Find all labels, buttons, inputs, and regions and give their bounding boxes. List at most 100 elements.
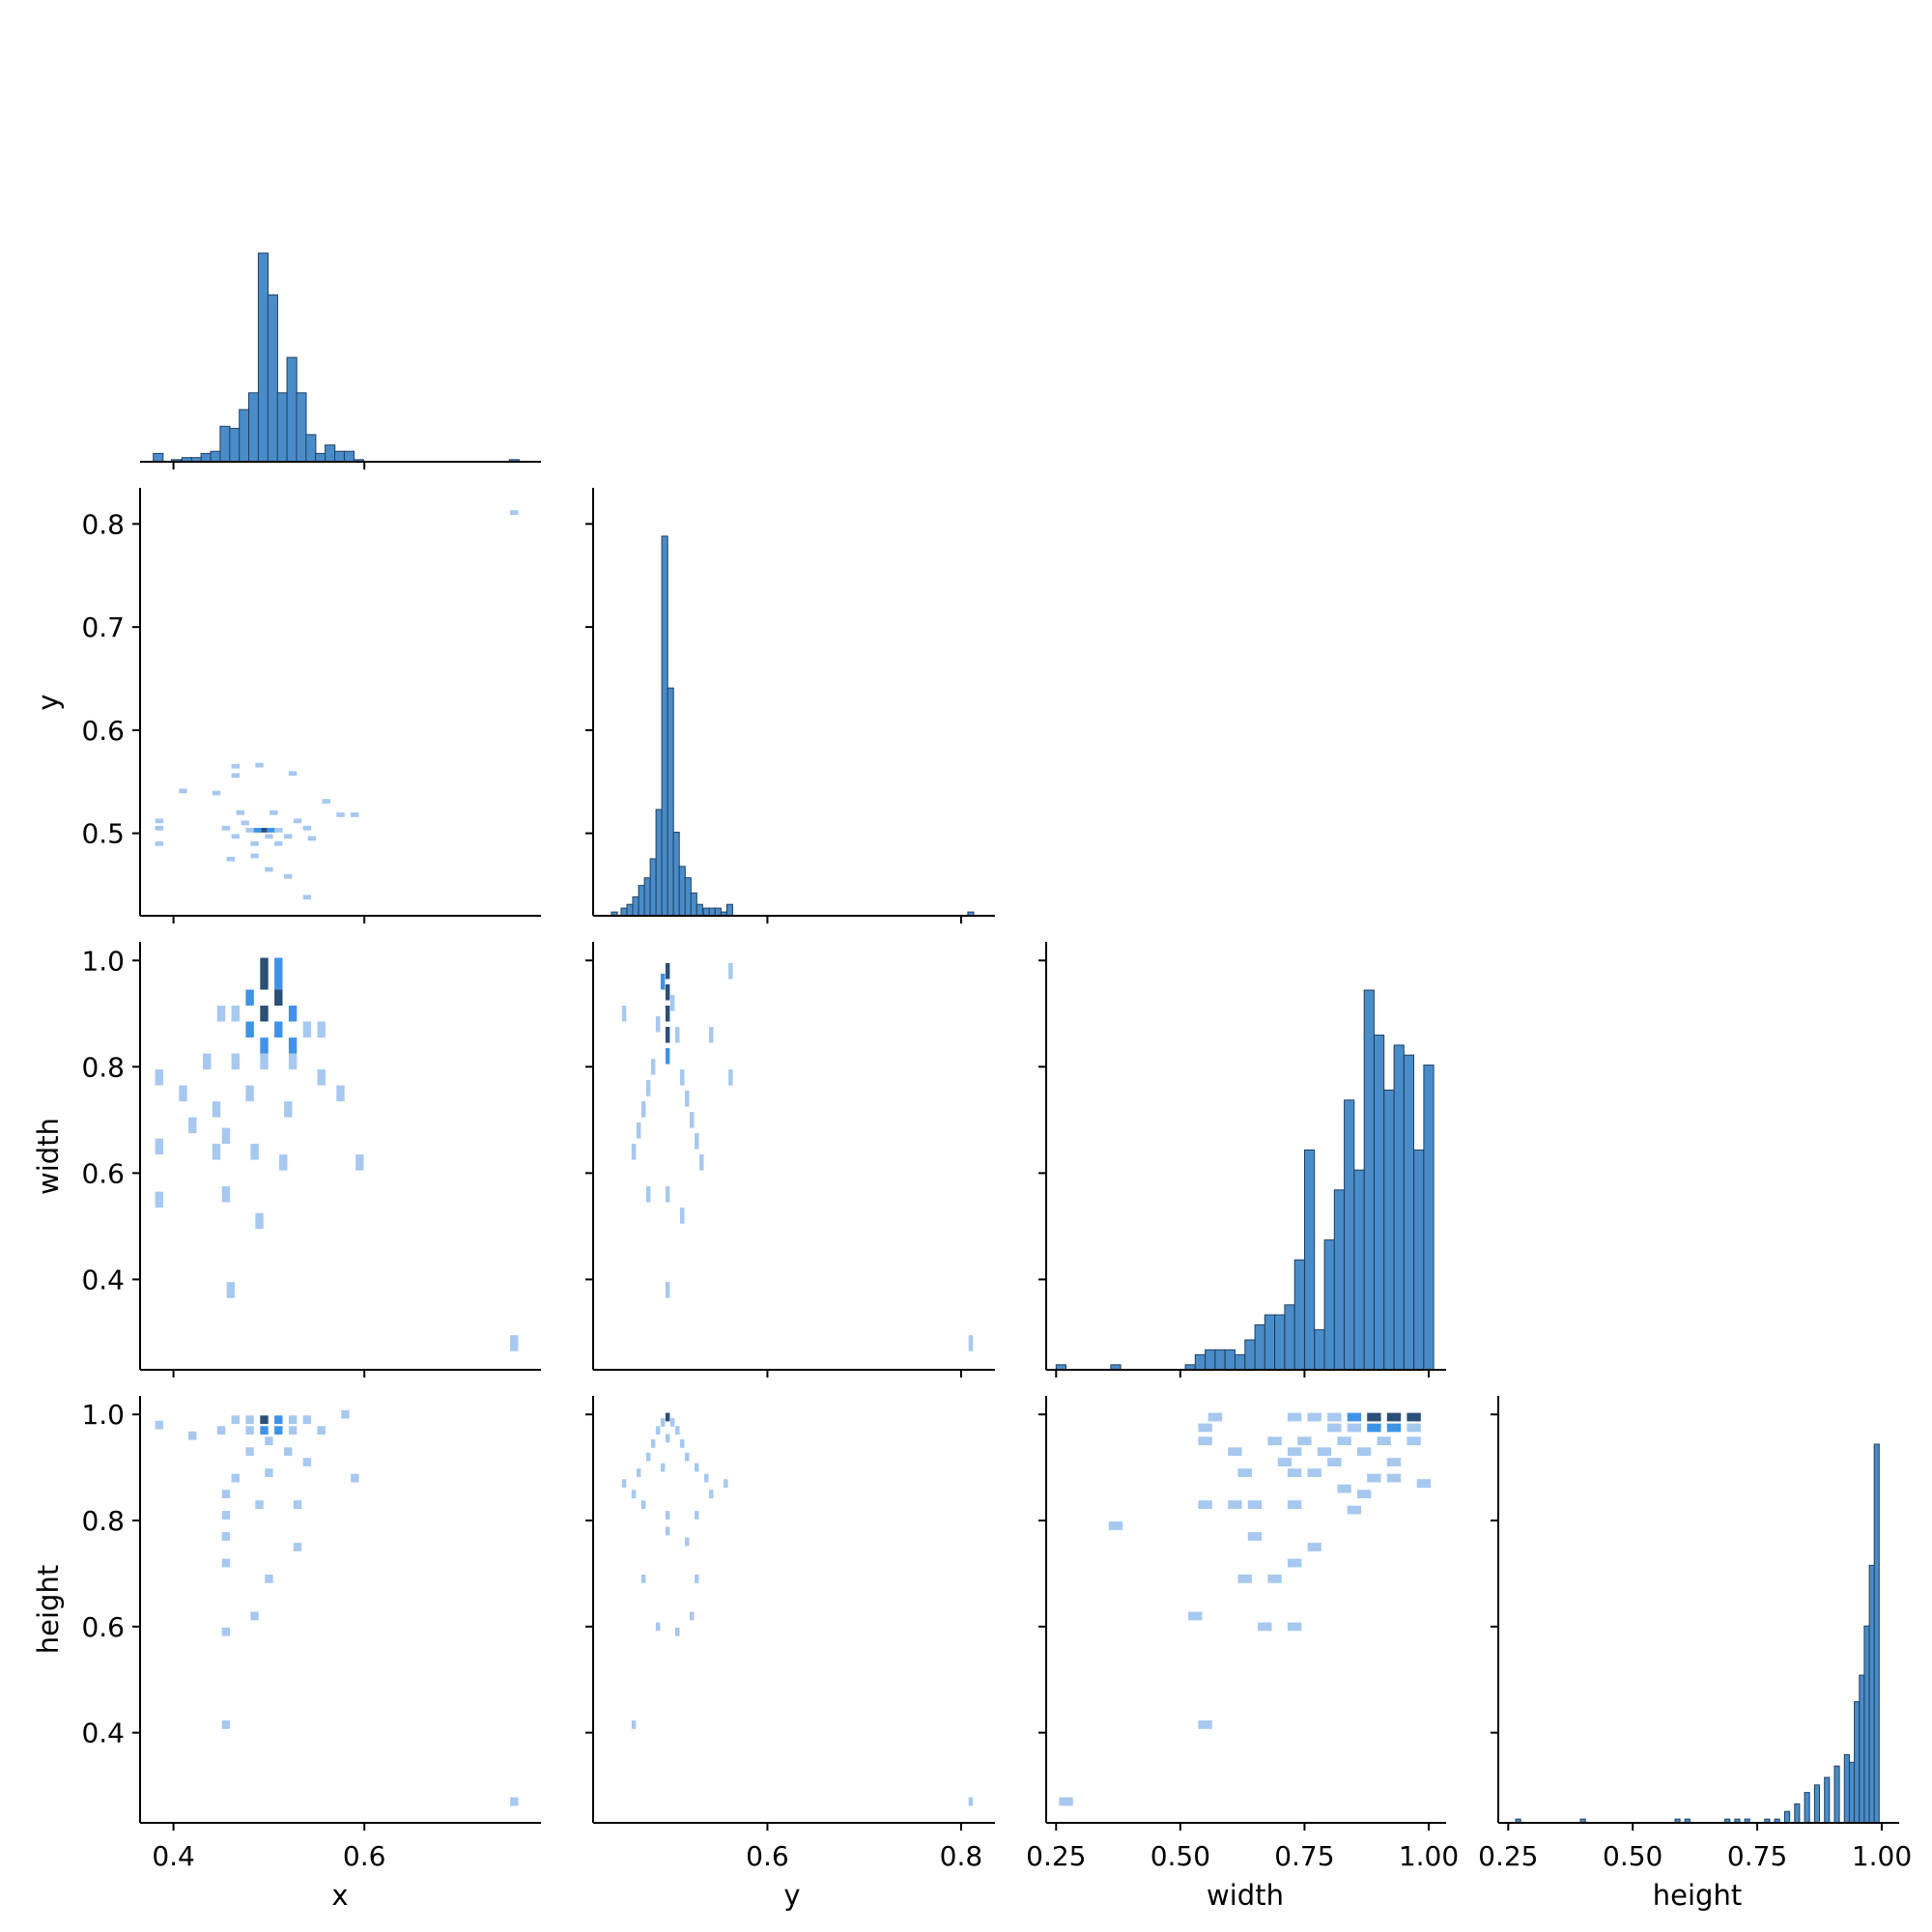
density-cell — [1386, 1458, 1402, 1466]
density-cell — [212, 1144, 221, 1160]
density-cell — [260, 1006, 269, 1022]
density-cell — [221, 1127, 231, 1145]
hist-bar — [257, 252, 269, 463]
density-cell — [212, 790, 221, 796]
axes-x-y: 0.5 0.6 0.7 0.8 — [81, 488, 541, 923]
x-tick-label: 0.50 — [1603, 1840, 1662, 1872]
hist-bar — [684, 877, 692, 917]
density-cell — [699, 1154, 704, 1171]
axes-width-width — [1038, 942, 1446, 1378]
hist-bar — [661, 535, 668, 917]
density-cell — [665, 1027, 670, 1043]
hist-bar — [1849, 1761, 1856, 1824]
density-cell — [665, 1048, 670, 1065]
density-cell — [1307, 1543, 1321, 1551]
hist-bar — [1794, 1803, 1801, 1824]
hist-bar — [296, 392, 307, 463]
density-cell — [231, 763, 240, 769]
density-cell — [265, 1468, 273, 1477]
density-cell — [680, 1208, 685, 1224]
axes-y-width — [585, 942, 995, 1378]
density-cell — [690, 1112, 695, 1128]
density-cell — [293, 818, 302, 824]
hist-bar — [626, 903, 634, 917]
density-cell — [274, 957, 283, 974]
density-y_width — [621, 963, 974, 1351]
ylabel-height: height — [32, 1565, 65, 1654]
hist-bar — [1224, 1349, 1236, 1371]
density-cell — [640, 1101, 646, 1118]
density-cell — [270, 810, 278, 815]
density-cell — [351, 812, 359, 817]
density-cell — [245, 1426, 254, 1435]
hist-bar — [1813, 1784, 1821, 1824]
hist-bar — [1205, 1349, 1216, 1371]
density-cell — [636, 1122, 641, 1139]
hist-bar — [672, 832, 680, 917]
density-cell — [274, 1021, 283, 1037]
hist-bar — [1363, 989, 1375, 1371]
density-cell — [1059, 1797, 1073, 1806]
density-cell — [221, 1490, 231, 1498]
density-cell — [660, 1418, 666, 1427]
hist-bar — [1244, 1339, 1256, 1371]
density-cell — [1347, 1423, 1362, 1433]
density-cell — [1367, 1412, 1381, 1422]
density-cell — [1247, 1500, 1263, 1509]
density-cell — [336, 812, 345, 817]
density-cell — [1337, 1436, 1351, 1446]
hist-bar — [1859, 1674, 1865, 1824]
hist-bar — [1824, 1776, 1831, 1824]
density-cell — [675, 1426, 680, 1435]
hist-bar — [1323, 1239, 1335, 1371]
density-cell — [155, 1069, 163, 1086]
density-cell — [188, 1117, 197, 1134]
density-cell — [307, 836, 317, 841]
axes-x-x — [140, 461, 541, 469]
density-cell — [680, 1069, 685, 1086]
density-cell — [231, 1006, 240, 1022]
density-cell — [660, 1463, 666, 1472]
density-cell — [221, 825, 231, 831]
density-cell — [1367, 1423, 1381, 1433]
density-cell — [231, 1473, 240, 1483]
density-cell — [650, 1059, 656, 1075]
density-cell — [250, 1144, 259, 1160]
density-cell — [1277, 1458, 1293, 1466]
x-tick-label: 0.75 — [1727, 1840, 1787, 1872]
density-cell — [265, 867, 273, 872]
density-cell — [241, 820, 249, 826]
hist-bar — [1833, 1765, 1840, 1824]
density-cell — [302, 1021, 312, 1037]
density-cell — [322, 799, 330, 804]
density-cell — [1386, 1412, 1402, 1422]
density-cell — [226, 1282, 236, 1298]
density-cell — [260, 974, 269, 990]
x-tick-label: 1.00 — [1399, 1840, 1459, 1872]
density-cell — [1307, 1412, 1321, 1422]
density-cell — [631, 1490, 637, 1498]
hist-bar — [1843, 1753, 1850, 1824]
density-cell — [155, 818, 163, 824]
axes-width-height: 0.25 0.50 0.75 1.00 — [1026, 1396, 1459, 1872]
density-cell — [510, 1335, 519, 1351]
density-cell — [645, 1186, 651, 1203]
hist-y — [611, 535, 975, 917]
density-cell — [288, 1053, 298, 1070]
density-cell — [665, 1511, 670, 1520]
hist-bar — [210, 450, 221, 463]
panels-layer: 0.5 0.6 0.7 0.8 0.4 0.6 0.8 1.0 0.4 0.6 0.4 0.6 0.8 1… — [81, 252, 1912, 1872]
density-cell — [1406, 1436, 1421, 1446]
x-tick-label: 0.6 — [746, 1840, 789, 1872]
density-cell — [655, 1016, 661, 1033]
density-x_y — [155, 510, 519, 900]
x-tick-label: 0.25 — [1026, 1840, 1086, 1872]
hist-bar — [1274, 1314, 1286, 1371]
hist-bar — [305, 434, 317, 463]
xlabel-width: width — [1207, 1879, 1284, 1912]
density-cell — [728, 963, 733, 980]
hist-bar — [1353, 1169, 1365, 1371]
density-cell — [640, 1500, 646, 1509]
density-cell — [636, 1468, 641, 1477]
